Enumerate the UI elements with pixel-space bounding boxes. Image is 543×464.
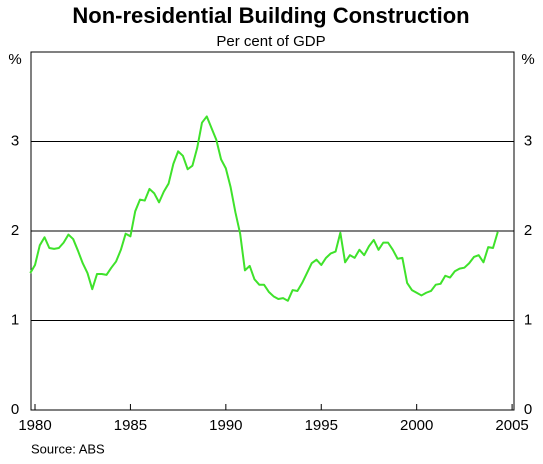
data-line [29,115,499,302]
x-tick-label: 1980 [18,417,51,434]
x-tick-label: 1995 [305,417,338,434]
y-tick-label: 2 [11,222,19,239]
y-tick-label-right: 3 [524,132,532,149]
plot-frame [30,51,515,411]
x-tick-label: 2000 [400,417,433,434]
y-tick-label: 1 [11,311,19,328]
chart-subtitle: Per cent of GDP [216,33,325,50]
x-tick-label: 1985 [114,417,147,434]
y-tick-label-right: 0 [524,401,532,418]
y-tick-label: 0 [11,401,19,418]
y-unit-right: % [521,51,534,68]
y-tick-label: 3 [11,132,19,149]
x-tick-label: 2005 [495,417,528,434]
y-tick-label-right: 2 [524,222,532,239]
y-unit-left: % [8,51,21,68]
y-tick-label-right: 1 [524,311,532,328]
source-note: Source: ABS [31,441,105,456]
x-tick-label: 1990 [209,417,242,434]
chart-title: Non-residential Building Construction [72,3,469,28]
